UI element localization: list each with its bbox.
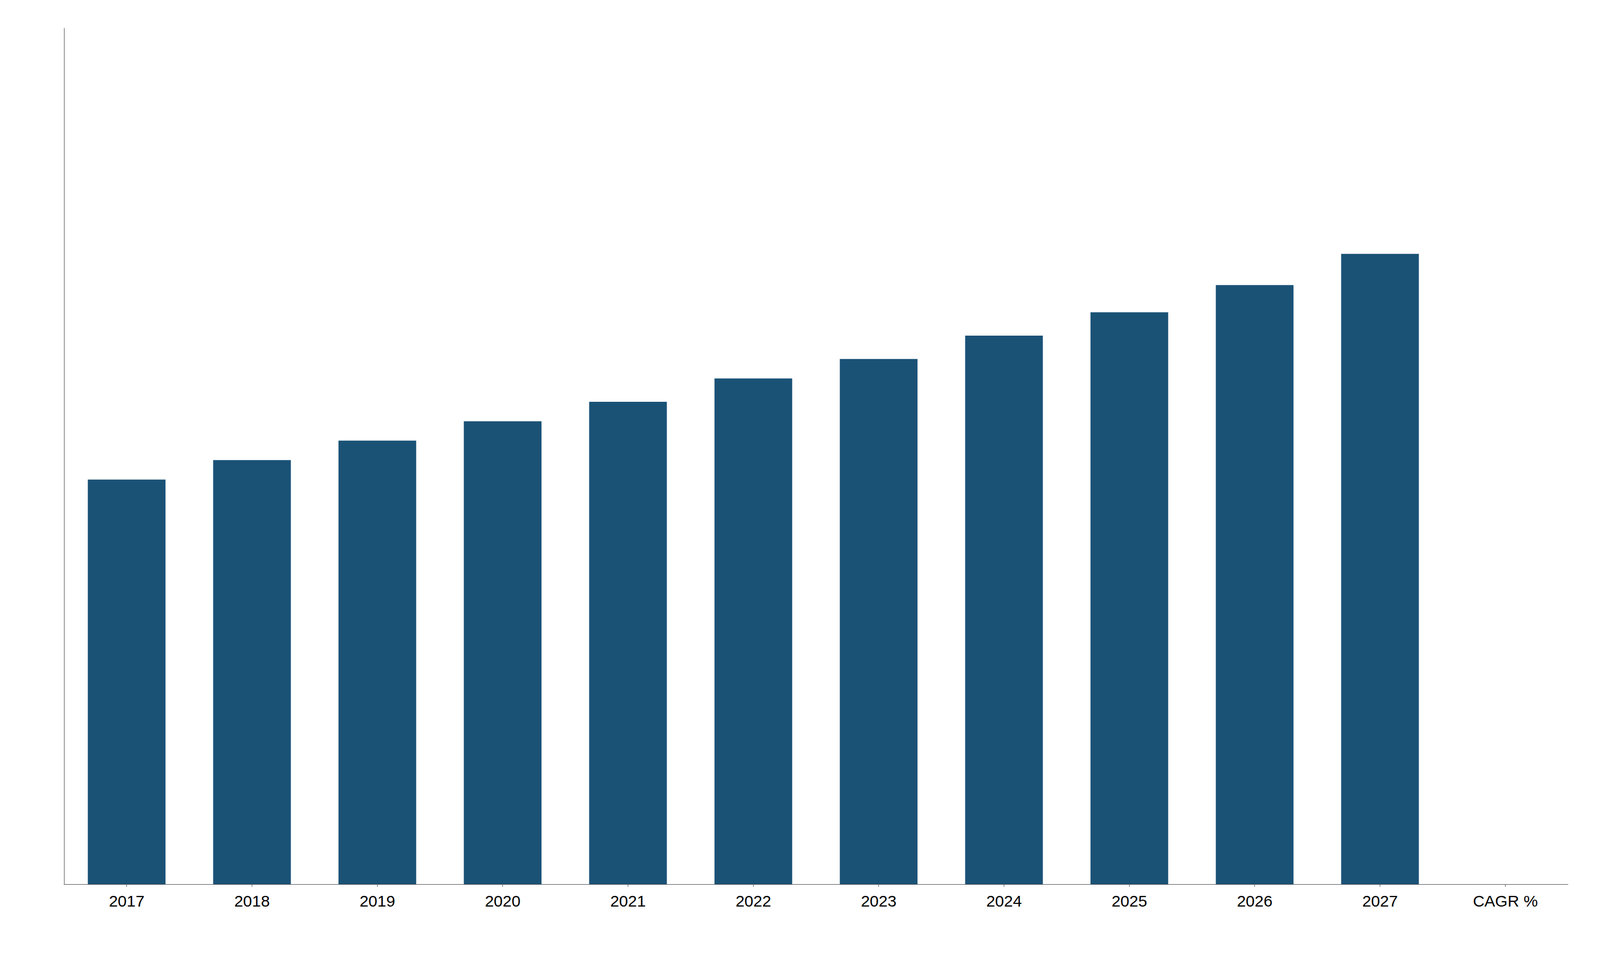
svg-text:CAGR %: CAGR % xyxy=(1473,891,1539,910)
svg-text:2017: 2017 xyxy=(108,891,145,910)
svg-text:2018: 2018 xyxy=(234,891,270,910)
svg-text:2026: 2026 xyxy=(1236,891,1273,910)
svg-text:2021: 2021 xyxy=(610,891,646,910)
svg-text:2022: 2022 xyxy=(735,891,772,910)
svg-text:2019: 2019 xyxy=(359,891,396,910)
svg-text:2024: 2024 xyxy=(986,891,1022,910)
svg-text:2027: 2027 xyxy=(1362,891,1398,910)
svg-text:2023: 2023 xyxy=(860,891,897,910)
svg-text:2025: 2025 xyxy=(1111,891,1148,910)
svg-text:2020: 2020 xyxy=(484,891,521,910)
